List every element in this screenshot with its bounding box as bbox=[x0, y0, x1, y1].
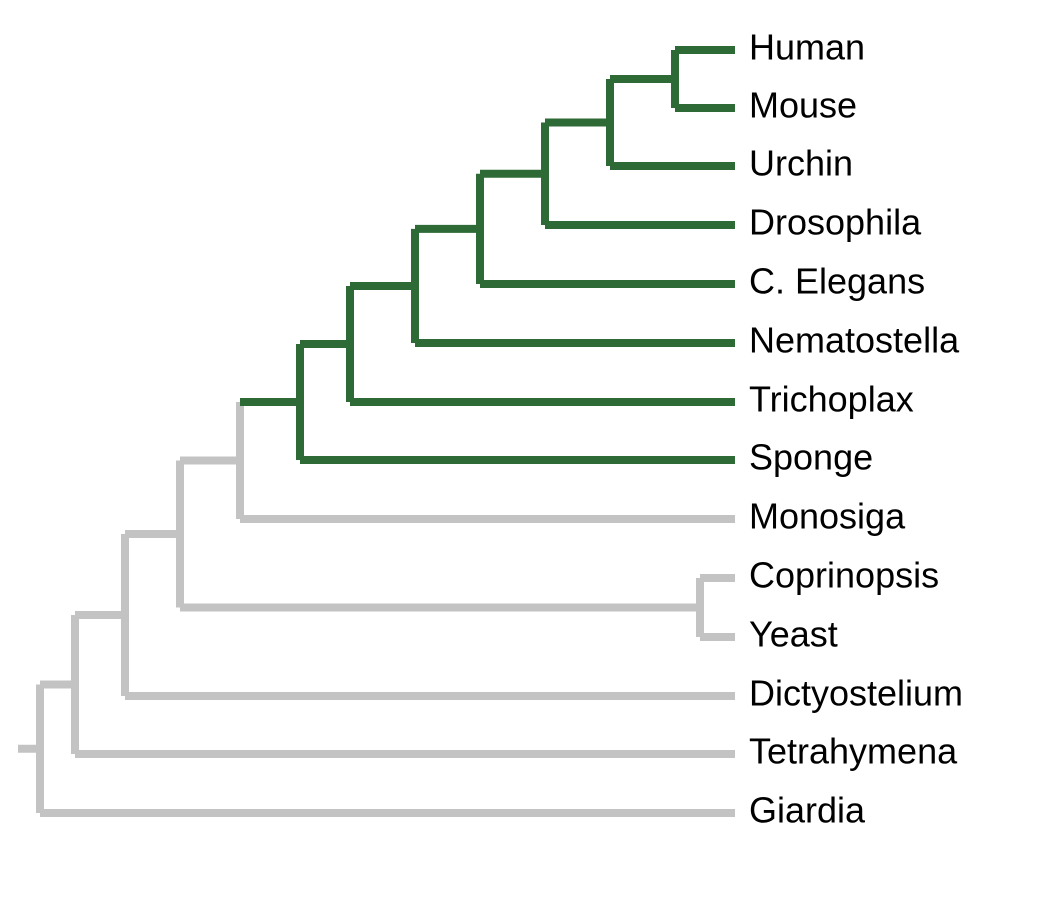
leaf-label-human: Human bbox=[749, 27, 865, 68]
leaf-label-mouse: Mouse bbox=[749, 85, 857, 126]
leaf-label-celegans: C. Elegans bbox=[749, 261, 925, 302]
leaf-labels: Human Mouse Urchin Drosophila C. Elegans Nema… bbox=[749, 27, 963, 831]
phylo-tree: Human Mouse Urchin Drosophila C. Elegans Nema… bbox=[0, 0, 1049, 900]
leaf-label-trichoplax: Trichoplax bbox=[749, 379, 914, 420]
leaf-label-monosiga: Monosiga bbox=[749, 496, 906, 537]
leaf-label-giardia: Giardia bbox=[749, 790, 866, 831]
leaf-label-dictyostelium: Dictyostelium bbox=[749, 673, 963, 714]
leaf-label-drosophila: Drosophila bbox=[749, 202, 922, 243]
leaf-label-nematostella: Nematostella bbox=[749, 320, 960, 361]
leaf-label-urchin: Urchin bbox=[749, 143, 853, 184]
leaf-label-yeast: Yeast bbox=[749, 614, 838, 655]
leaf-label-sponge: Sponge bbox=[749, 437, 873, 478]
leaf-label-tetrahymena: Tetrahymena bbox=[749, 731, 958, 772]
leaf-label-coprinopsis: Coprinopsis bbox=[749, 555, 939, 596]
branches-highlighted bbox=[240, 50, 735, 460]
